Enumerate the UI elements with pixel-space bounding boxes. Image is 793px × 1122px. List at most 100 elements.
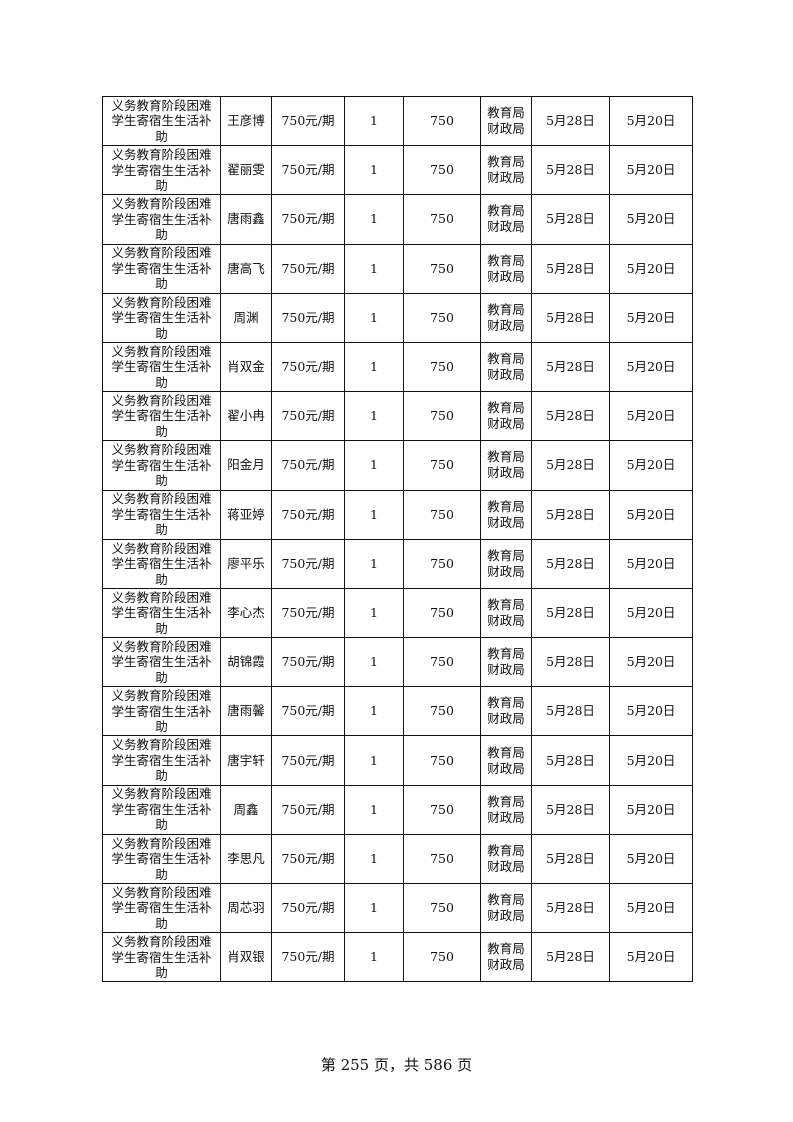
amount-cell: 750 [403,440,481,491]
name-cell: 周鑫 [220,784,272,835]
count-cell: 1 [344,833,404,885]
rate-cell: 750元/期 [271,440,345,491]
count-cell: 1 [344,243,404,294]
date1-cell: 5月28日 [531,538,610,589]
date1-cell: 5月28日 [531,440,610,491]
count-cell: 1 [344,587,404,639]
date1-cell: 5月28日 [531,784,610,835]
name-cell: 胡锦霞 [220,637,272,688]
table-row: 义务教育阶段困难 学生寄宿生生活补助唐雨鑫 750元/期 1 750 教育局 财政局 5月28… [102,194,693,245]
amount-cell: 750 [403,489,481,540]
count-cell: 1 [344,440,404,491]
date2-cell: 5月20日 [609,538,693,589]
rate-cell: 750元/期 [271,735,345,786]
date2-cell: 5月20日 [609,292,693,343]
count-cell: 1 [344,489,404,540]
count-cell: 1 [344,882,404,934]
department-cell: 教育局 财政局 [480,686,532,737]
date2-cell: 5月20日 [609,882,693,934]
department-cell: 教育局 财政局 [480,538,532,589]
program-cell: 义务教育阶段困难 学生寄宿生生活补助 [102,587,221,639]
department-cell: 教育局 财政局 [480,489,532,540]
table-row: 义务教育阶段困难 学生寄宿生生活补助周鑫 750元/期 1 750 教育局 财政局 5月28日… [102,784,693,835]
rate-cell: 750元/期 [271,784,345,835]
date1-cell: 5月28日 [531,341,610,393]
table-row: 义务教育阶段困难 学生寄宿生生活补助唐宇轩 750元/期 1 750 教育局 财政局 5月28… [102,735,693,786]
amount-cell: 750 [403,243,481,294]
table-row: 义务教育阶段困难 学生寄宿生生活补助李思凡 750元/期 1 750 教育局 财政局 5月28… [102,833,693,885]
department-cell: 教育局 财政局 [480,341,532,393]
program-cell: 义务教育阶段困难 学生寄宿生生活补助 [102,145,221,196]
rate-cell: 750元/期 [271,686,345,737]
count-cell: 1 [344,341,404,393]
date1-cell: 5月28日 [531,932,610,983]
table-row: 义务教育阶段困难 学生寄宿生生活补助李心杰 750元/期 1 750 教育局 财政局 5月28… [102,587,693,639]
date1-cell: 5月28日 [531,489,610,540]
date2-cell: 5月20日 [609,440,693,491]
name-cell: 肖双银 [220,932,272,983]
amount-cell: 750 [403,95,481,147]
date2-cell: 5月20日 [609,686,693,737]
program-cell: 义务教育阶段困难 学生寄宿生生活补助 [102,833,221,885]
program-cell: 义务教育阶段困难 学生寄宿生生活补助 [102,686,221,737]
program-cell: 义务教育阶段困难 学生寄宿生生活补助 [102,489,221,540]
department-cell: 教育局 财政局 [480,391,532,442]
department-cell: 教育局 财政局 [480,932,532,983]
department-cell: 教育局 财政局 [480,882,532,934]
name-cell: 周芯羽 [220,882,272,934]
department-cell: 教育局 财政局 [480,587,532,639]
rate-cell: 750元/期 [271,292,345,343]
program-cell: 义务教育阶段困难 学生寄宿生生活补助 [102,538,221,589]
date2-cell: 5月20日 [609,784,693,835]
count-cell: 1 [344,686,404,737]
amount-cell: 750 [403,686,481,737]
program-cell: 义务教育阶段困难 学生寄宿生生活补助 [102,637,221,688]
table-row: 义务教育阶段困难 学生寄宿生生活补助唐雨馨 750元/期 1 750 教育局 财政局 5月28… [102,686,693,737]
rate-cell: 750元/期 [271,882,345,934]
name-cell: 唐雨馨 [220,686,272,737]
date1-cell: 5月28日 [531,735,610,786]
date2-cell: 5月20日 [609,637,693,688]
amount-cell: 750 [403,292,481,343]
amount-cell: 750 [403,391,481,442]
table-row: 义务教育阶段困难 学生寄宿生生活补助廖平乐 750元/期 1 750 教育局 财政局 5月28… [102,538,693,589]
amount-cell: 750 [403,145,481,196]
department-cell: 教育局 财政局 [480,440,532,491]
program-cell: 义务教育阶段困难 学生寄宿生生活补助 [102,95,221,147]
table-row: 义务教育阶段困难 学生寄宿生生活补助周渊 750元/期 1 750 教育局 财政局 5月28日… [102,292,693,343]
name-cell: 翟丽雯 [220,145,272,196]
page-number: 第 255 页，共 586 页 [320,1056,473,1074]
rate-cell: 750元/期 [271,341,345,393]
date1-cell: 5月28日 [531,882,610,934]
count-cell: 1 [344,538,404,589]
department-cell: 教育局 财政局 [480,95,532,147]
amount-cell: 750 [403,784,481,835]
date1-cell: 5月28日 [531,686,610,737]
department-cell: 教育局 财政局 [480,833,532,885]
rate-cell: 750元/期 [271,538,345,589]
program-cell: 义务教育阶段困难 学生寄宿生生活补助 [102,243,221,294]
program-cell: 义务教育阶段困难 学生寄宿生生活补助 [102,341,221,393]
date2-cell: 5月20日 [609,145,693,196]
rate-cell: 750元/期 [271,587,345,639]
department-cell: 教育局 财政局 [480,637,532,688]
program-cell: 义务教育阶段困难 学生寄宿生生活补助 [102,292,221,343]
date2-cell: 5月20日 [609,489,693,540]
rate-cell: 750元/期 [271,489,345,540]
table-row: 义务教育阶段困难 学生寄宿生生活补助肖双银 750元/期 1 750 教育局 财政局 5月28… [102,932,693,983]
rate-cell: 750元/期 [271,194,345,245]
date1-cell: 5月28日 [531,391,610,442]
name-cell: 廖平乐 [220,538,272,589]
program-cell: 义务教育阶段困难 学生寄宿生生活补助 [102,194,221,245]
count-cell: 1 [344,391,404,442]
name-cell: 阳金月 [220,440,272,491]
amount-cell: 750 [403,341,481,393]
department-cell: 教育局 财政局 [480,735,532,786]
department-cell: 教育局 财政局 [480,243,532,294]
amount-cell: 750 [403,735,481,786]
amount-cell: 750 [403,587,481,639]
date1-cell: 5月28日 [531,95,610,147]
department-cell: 教育局 财政局 [480,194,532,245]
department-cell: 教育局 财政局 [480,784,532,835]
department-cell: 教育局 财政局 [480,145,532,196]
